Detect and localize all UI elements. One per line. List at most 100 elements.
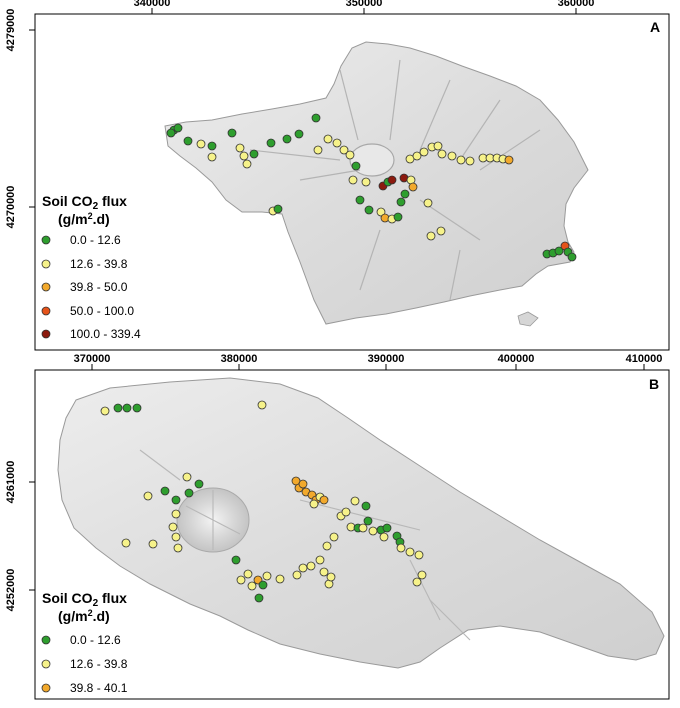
sample-point [311, 113, 321, 123]
sample-point [207, 141, 217, 151]
legend-a-title: Soil CO2 flux [42, 193, 127, 212]
sample-point [173, 543, 183, 553]
sample-point [436, 226, 446, 236]
sample-point [358, 523, 368, 533]
sample-point [184, 488, 194, 498]
sample-point [426, 231, 436, 241]
sample-point [319, 495, 329, 505]
sample-point [408, 182, 418, 192]
sample-point [143, 491, 153, 501]
legend-a-swatch [41, 282, 51, 292]
sample-point [396, 543, 406, 553]
sample-point [355, 195, 365, 205]
panel-a-left-tick-label: 4279000 [5, 9, 17, 52]
panel-b: 370000 380000 390000 400000 410000 42610… [5, 353, 670, 700]
sample-point [100, 406, 110, 416]
sample-point [414, 550, 424, 560]
panel-a-top-tick-label: 350000 [346, 0, 383, 9]
sample-point [306, 561, 316, 571]
panel-a-left-tick-label: 4270000 [5, 186, 17, 229]
sample-point [173, 123, 183, 133]
legend-a-label: 100.0 - 339.4 [70, 327, 141, 341]
panel-b-top-ticks: 370000 380000 390000 400000 410000 [74, 353, 662, 370]
sample-point [196, 139, 206, 149]
sample-point [368, 526, 378, 536]
sample-point [361, 177, 371, 187]
sample-point [393, 212, 403, 222]
sample-point [148, 539, 158, 549]
sample-point [273, 204, 283, 214]
sample-point [323, 134, 333, 144]
sample-point [400, 189, 410, 199]
sample-point [257, 400, 267, 410]
sample-point [412, 577, 422, 587]
sample-point [266, 138, 276, 148]
legend-b-unit: (g/m2.d) [58, 608, 110, 624]
legend-a-swatch [41, 329, 51, 339]
sample-point [309, 499, 319, 509]
sample-point [329, 532, 339, 542]
sample-point [456, 155, 466, 165]
sample-point [247, 581, 257, 591]
sample-point [315, 555, 325, 565]
legend-b-label: 39.8 - 40.1 [70, 681, 128, 695]
sample-point [194, 479, 204, 489]
panel-a-legend: Soil CO2 flux (g/m2.d) 0.0 - 12.6 12.6 -… [41, 193, 141, 341]
sample-point [567, 252, 577, 262]
sample-point [231, 555, 241, 565]
sample-point [242, 159, 252, 169]
sample-point [339, 145, 349, 155]
sample-point [419, 147, 429, 157]
sample-point [417, 570, 427, 580]
sample-point [412, 151, 422, 161]
sample-point [160, 486, 170, 496]
sample-point [227, 128, 237, 138]
legend-a-swatch [41, 306, 51, 316]
legend-a-label: 0.0 - 12.6 [70, 233, 121, 247]
legend-b-title: Soil CO2 flux [42, 590, 127, 609]
sample-point [262, 571, 272, 581]
sample-point [249, 149, 259, 159]
sample-point [235, 143, 245, 153]
sample-point [437, 149, 447, 159]
panel-a: 340000 350000 360000 4279000 4270000 [5, 0, 670, 351]
sample-point [207, 152, 217, 162]
sample-point [298, 479, 308, 489]
panel-b-sample-points [100, 400, 427, 603]
sample-point [447, 151, 457, 161]
sample-point [423, 198, 433, 208]
legend-a-label: 12.6 - 39.8 [70, 257, 128, 271]
panel-a-top-tick-label: 340000 [134, 0, 171, 9]
panel-b-left-ticks: 4261000 4252000 [5, 461, 35, 611]
legend-a-swatch [41, 259, 51, 269]
panel-a-top-ticks: 340000 350000 360000 [134, 0, 594, 14]
sample-point [121, 538, 131, 548]
sample-point [345, 150, 355, 160]
islet-a [517, 311, 539, 327]
island-b-relief [57, 377, 665, 669]
panel-a-letter: A [650, 19, 660, 35]
sample-point [341, 507, 351, 517]
sample-point [319, 567, 329, 577]
panel-b-top-tick-label: 390000 [368, 353, 405, 365]
sample-point [294, 129, 304, 139]
sample-point [363, 516, 373, 526]
island-b-features [139, 449, 471, 641]
sample-point [122, 403, 132, 413]
island-a-relief [164, 41, 589, 325]
legend-a-label: 50.0 - 100.0 [70, 304, 134, 318]
sample-point [298, 563, 308, 573]
sample-point [554, 246, 564, 256]
sample-point [171, 532, 181, 542]
legend-b-label: 0.0 - 12.6 [70, 633, 121, 647]
panel-b-top-tick-label: 370000 [74, 353, 111, 365]
sample-point [433, 141, 443, 151]
legend-b-swatch [41, 683, 51, 693]
legend-b-swatch [41, 659, 51, 669]
panel-a-sample-points [166, 113, 577, 262]
sample-point [183, 136, 193, 146]
sample-point [236, 575, 246, 585]
legend-a-swatch [41, 235, 51, 245]
sample-point [504, 155, 514, 165]
